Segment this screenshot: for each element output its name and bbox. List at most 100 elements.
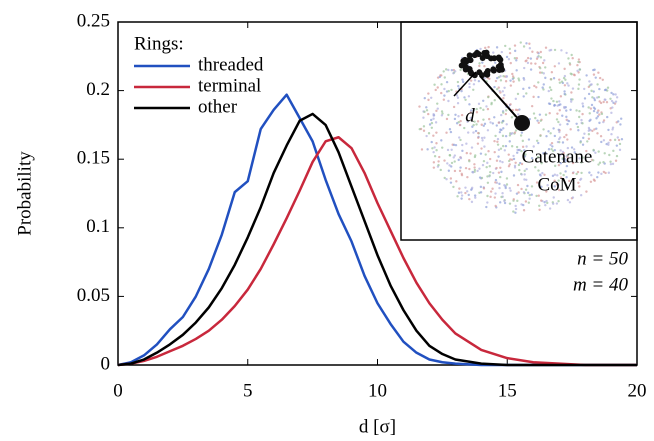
inset-dot xyxy=(567,119,571,123)
inset-dot xyxy=(562,173,565,177)
inset-dot xyxy=(440,91,443,95)
inset-dot xyxy=(528,197,531,200)
inset-dot xyxy=(610,91,613,95)
x-tick-label: 5 xyxy=(243,380,253,401)
inset-dot xyxy=(569,128,572,131)
inset-dot xyxy=(595,117,598,120)
inset-com xyxy=(514,115,530,131)
inset-dot xyxy=(489,170,492,174)
inset-dot xyxy=(558,109,561,112)
inset-dot xyxy=(499,175,502,179)
inset-dot xyxy=(523,66,526,70)
inset-dot xyxy=(542,88,545,91)
inset-dot xyxy=(473,120,476,123)
inset-ring-bead xyxy=(491,55,498,62)
inset-dot xyxy=(523,178,526,181)
inset-dot xyxy=(513,57,517,60)
inset-dot xyxy=(453,169,457,173)
inset-dot xyxy=(612,101,615,105)
inset-dot xyxy=(440,114,444,117)
inset-dot xyxy=(578,110,581,113)
inset-dot xyxy=(525,42,528,45)
inset-dot xyxy=(514,204,517,208)
inset-dot xyxy=(564,106,567,109)
inset-dot xyxy=(444,68,448,71)
inset-dot xyxy=(510,158,514,161)
inset-dot xyxy=(511,75,515,78)
inset-dot xyxy=(560,49,563,52)
inset-dot xyxy=(477,136,480,139)
inset-dot xyxy=(515,192,519,195)
inset-ring-bead xyxy=(497,61,504,68)
inset-dot xyxy=(541,86,544,89)
inset-dot xyxy=(471,171,475,174)
inset-dot xyxy=(478,62,481,65)
inset-dot xyxy=(529,57,533,60)
inset-dot xyxy=(548,207,552,210)
inset-dot xyxy=(440,83,443,86)
inset-dot xyxy=(493,116,496,119)
inset-dot xyxy=(551,202,555,205)
inset-dot xyxy=(555,118,559,121)
inset-dot xyxy=(505,123,508,126)
inset-dot xyxy=(568,201,572,204)
inset-dot xyxy=(600,172,603,176)
inset-dot xyxy=(578,115,581,119)
inset-dot xyxy=(505,183,509,186)
inset-dot xyxy=(590,103,594,107)
inset-dot xyxy=(600,140,603,144)
inset-dot xyxy=(499,91,502,94)
inset-ring-bead xyxy=(496,66,503,73)
inset-dot xyxy=(486,107,490,111)
inset-dot xyxy=(614,93,617,96)
inset-dot xyxy=(423,110,426,114)
x-axis-label: d [σ] xyxy=(359,416,396,437)
inset-dot xyxy=(563,90,566,93)
inset-dot xyxy=(522,191,526,194)
inset-dot xyxy=(585,74,588,77)
inset-dot xyxy=(517,191,520,194)
inset-dot xyxy=(589,180,593,183)
inset-dot xyxy=(565,133,568,137)
inset-dot xyxy=(600,112,604,116)
inset-dot xyxy=(473,163,476,166)
inset-dot xyxy=(458,187,461,190)
inset-dot xyxy=(516,199,519,203)
inset-dot xyxy=(598,161,602,164)
inset-dot xyxy=(552,127,555,130)
inset-dot xyxy=(447,68,450,72)
inset-dot xyxy=(561,157,564,160)
inset-dot xyxy=(606,86,610,89)
inset-dot xyxy=(433,155,437,158)
inset-dot xyxy=(438,155,441,159)
inset-distance-line xyxy=(479,75,522,123)
inset-dot xyxy=(616,136,620,139)
inset-dot xyxy=(510,116,514,119)
annotation: m = 40 xyxy=(573,274,629,295)
inset-dot xyxy=(617,138,621,142)
inset-dot xyxy=(538,204,541,207)
inset-dot xyxy=(461,80,465,84)
inset-dot xyxy=(503,94,506,97)
inset-ring-bead xyxy=(490,66,497,73)
inset-dot xyxy=(486,181,490,185)
inset-dot xyxy=(481,163,485,167)
inset-dot xyxy=(539,50,542,54)
inset-dot xyxy=(580,171,583,175)
inset-dot xyxy=(507,153,510,156)
inset-dot xyxy=(473,155,477,159)
inset-dot xyxy=(515,56,519,60)
inset-dot xyxy=(535,194,538,198)
inset-dot xyxy=(537,81,540,84)
inset-dot xyxy=(553,179,556,182)
inset-dot xyxy=(498,160,502,163)
inset-dot xyxy=(543,200,546,204)
series-line xyxy=(117,112,637,367)
inset-dot xyxy=(496,76,499,80)
inset-dot xyxy=(459,119,462,123)
inset-dot xyxy=(442,98,446,101)
inset-dot xyxy=(422,129,426,132)
inset-dot xyxy=(458,169,462,173)
inset-dot xyxy=(576,125,580,129)
inset-dot xyxy=(493,150,496,154)
